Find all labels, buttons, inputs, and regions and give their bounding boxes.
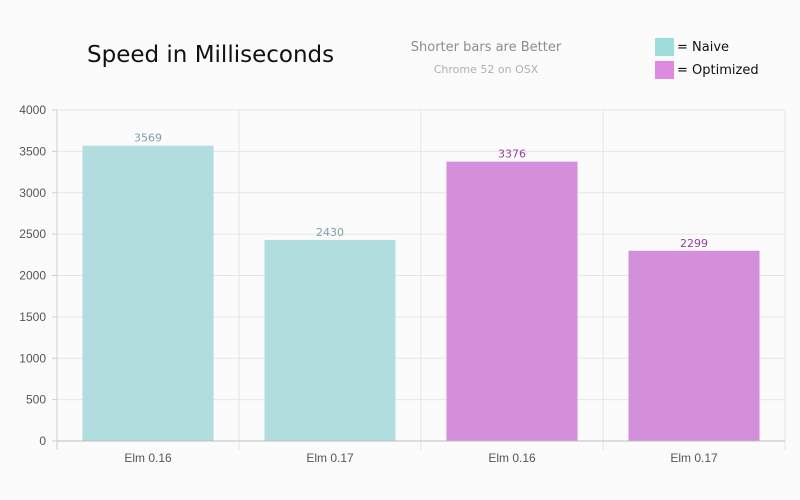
chart-title: Speed in Milliseconds bbox=[87, 42, 335, 68]
bar bbox=[446, 161, 578, 442]
x-tick-label: Elm 0.16 bbox=[124, 451, 172, 465]
legend-swatch-optimized bbox=[655, 61, 674, 79]
bar bbox=[628, 250, 760, 441]
y-tick-label: 3000 bbox=[19, 186, 46, 200]
data-label: 2430 bbox=[316, 226, 344, 239]
y-tick-label: 500 bbox=[26, 393, 46, 407]
y-tick-label: 2500 bbox=[19, 227, 46, 241]
x-tick-label: Elm 0.17 bbox=[670, 451, 718, 465]
chart-subtitle: Shorter bars are Better bbox=[410, 40, 562, 55]
legend-label-naive: = Naive bbox=[677, 39, 730, 55]
y-tick-label: 2000 bbox=[19, 269, 46, 283]
y-tick-label: 1500 bbox=[19, 310, 46, 324]
legend-swatch-naive bbox=[655, 38, 674, 56]
y-tick-label: 0 bbox=[39, 434, 46, 448]
y-tick-label: 4000 bbox=[19, 103, 46, 117]
legend-label-optimized: = Optimized bbox=[677, 62, 759, 78]
legend-item-optimized: = Optimized bbox=[655, 61, 759, 79]
data-label: 3376 bbox=[498, 148, 526, 161]
x-tick-label: Elm 0.17 bbox=[306, 451, 354, 465]
legend: = Naive = Optimized bbox=[655, 38, 759, 84]
x-tick-label: Elm 0.16 bbox=[488, 451, 536, 465]
data-label: 3569 bbox=[134, 132, 162, 145]
environment-note: Chrome 52 on OSX bbox=[433, 63, 539, 76]
bar bbox=[264, 239, 396, 441]
y-tick-label: 3500 bbox=[19, 144, 46, 158]
bar bbox=[82, 145, 214, 441]
legend-item-naive: = Naive bbox=[655, 38, 759, 56]
data-label: 2299 bbox=[680, 237, 708, 250]
y-tick-label: 1000 bbox=[19, 351, 46, 365]
